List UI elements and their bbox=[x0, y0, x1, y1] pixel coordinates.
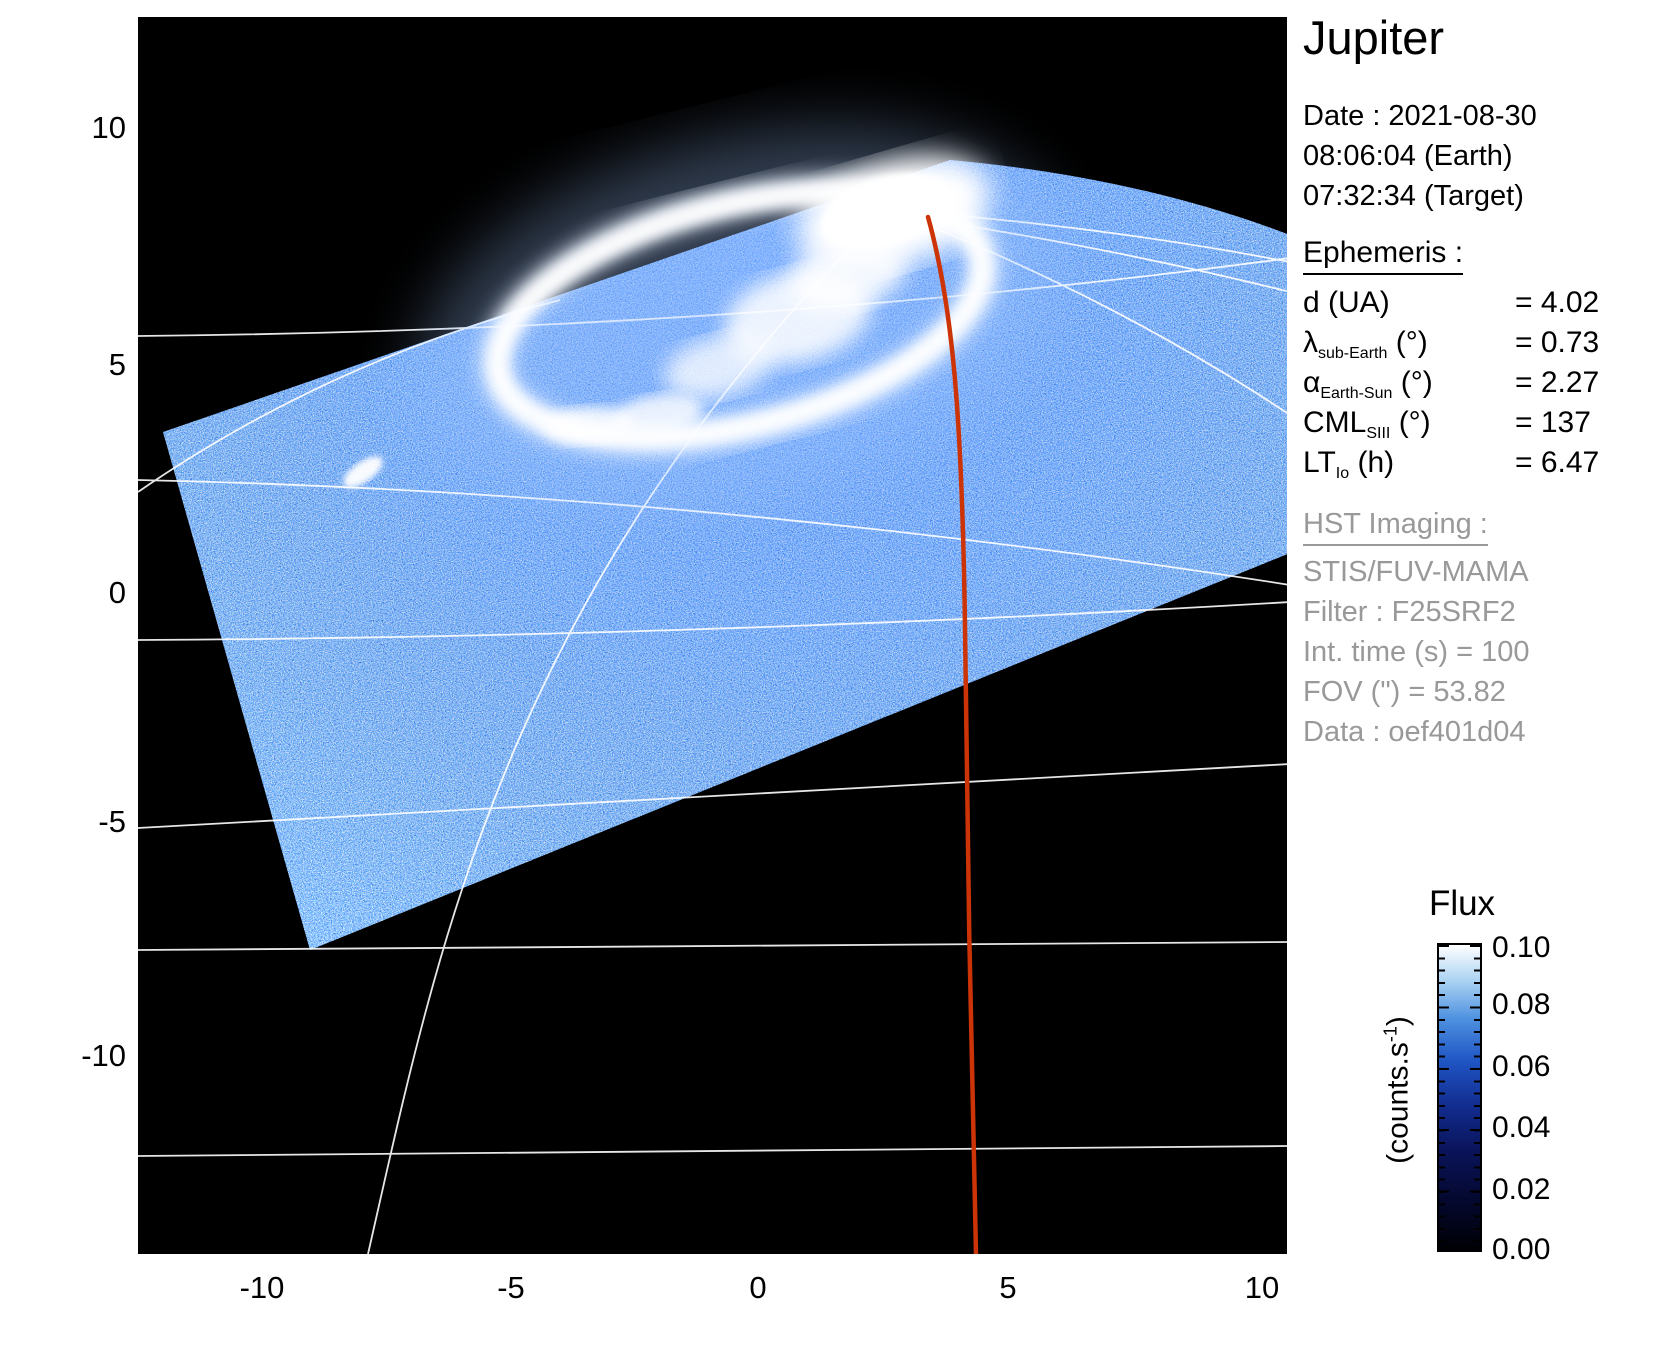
x-tick: 0 bbox=[749, 1270, 767, 1305]
ephemeris-row-phase-angle: αEarth-Sun (°) = 2.27 bbox=[1303, 366, 1600, 402]
colorbar-title: Flux bbox=[1428, 884, 1496, 923]
hst-imaging-details: STIS/FUV-MAMA Filter : F25SRF2 Int. time… bbox=[1303, 552, 1529, 752]
ephemeris-row-cml: CMLSIII (°) = 137 bbox=[1303, 406, 1591, 442]
x-tick: 5 bbox=[999, 1270, 1017, 1305]
colorbar-tick-label: 0.10 bbox=[1492, 931, 1551, 964]
hst-instrument: STIS/FUV-MAMA bbox=[1303, 556, 1529, 588]
colorbar-tick-label: 0.00 bbox=[1492, 1233, 1551, 1266]
colorbar-major-ticks-left bbox=[1439, 945, 1449, 1250]
colorbar-major-ticks-right bbox=[1470, 945, 1480, 1250]
ephemeris-value: = 2.27 bbox=[1515, 366, 1600, 399]
time-target: 07:32:34 (Target) bbox=[1303, 180, 1524, 212]
ephemeris-value: = 4.02 bbox=[1515, 286, 1600, 319]
ephemeris-row-distance: d (UA) = 4.02 bbox=[1303, 286, 1600, 319]
ephemeris-heading: Ephemeris : bbox=[1303, 236, 1464, 275]
ephemeris-row-io-local-time: LTIo (h) = 6.47 bbox=[1303, 446, 1600, 482]
hst-data-id: Data : oef401d04 bbox=[1303, 716, 1526, 748]
auroral-oval bbox=[343, 124, 1064, 510]
colorbar-tick-label: 0.04 bbox=[1492, 1111, 1551, 1144]
ephemeris-value: = 137 bbox=[1515, 406, 1591, 439]
io-footprint-spot bbox=[343, 456, 383, 488]
hst-filter: Filter : F25SRF2 bbox=[1303, 596, 1516, 628]
hst-fov: FOV (") = 53.82 bbox=[1303, 676, 1506, 708]
date-line: Date : 2021-08-30 bbox=[1303, 100, 1537, 132]
colorbar-units-label: (counts.s-1) bbox=[1380, 1016, 1415, 1164]
y-tick: 0 bbox=[108, 575, 126, 610]
flux-colorbar bbox=[1437, 943, 1482, 1252]
y-tick: 5 bbox=[108, 347, 126, 382]
colorbar-tick-label: 0.02 bbox=[1492, 1173, 1551, 1206]
observation-dates: Date : 2021-08-30 08:06:04 (Earth) 07:32… bbox=[1303, 96, 1537, 216]
hst-int-time: Int. time (s) = 100 bbox=[1303, 636, 1530, 668]
page-title: Jupiter bbox=[1303, 11, 1445, 64]
colorbar-tick-label: 0.06 bbox=[1492, 1050, 1551, 1083]
time-earth: 08:06:04 (Earth) bbox=[1303, 140, 1513, 172]
y-tick: 10 bbox=[91, 110, 126, 145]
cml-red-line bbox=[925, 214, 979, 1254]
x-tick: -5 bbox=[497, 1270, 525, 1305]
image-plot-area: Y (arcsec) X (arcsec) bbox=[138, 17, 1287, 1254]
y-tick: -10 bbox=[81, 1038, 126, 1073]
ephemeris-value: = 0.73 bbox=[1515, 326, 1600, 359]
hst-imaging-heading: HST Imaging : bbox=[1303, 508, 1488, 546]
colorbar-tick-label: 0.08 bbox=[1492, 988, 1551, 1021]
ephemeris-row-sub-earth-lat: λsub-Earth (°) = 0.73 bbox=[1303, 326, 1600, 362]
ephemeris-value: = 6.47 bbox=[1515, 446, 1600, 479]
x-tick: 10 bbox=[1244, 1270, 1280, 1305]
x-tick: -10 bbox=[239, 1270, 285, 1305]
y-tick: -5 bbox=[98, 804, 126, 839]
ephemeris-table: d (UA) = 4.02 λsub-Earth (°) = 0.73 αEar… bbox=[1303, 286, 1600, 486]
aurora-image bbox=[138, 17, 1287, 1254]
